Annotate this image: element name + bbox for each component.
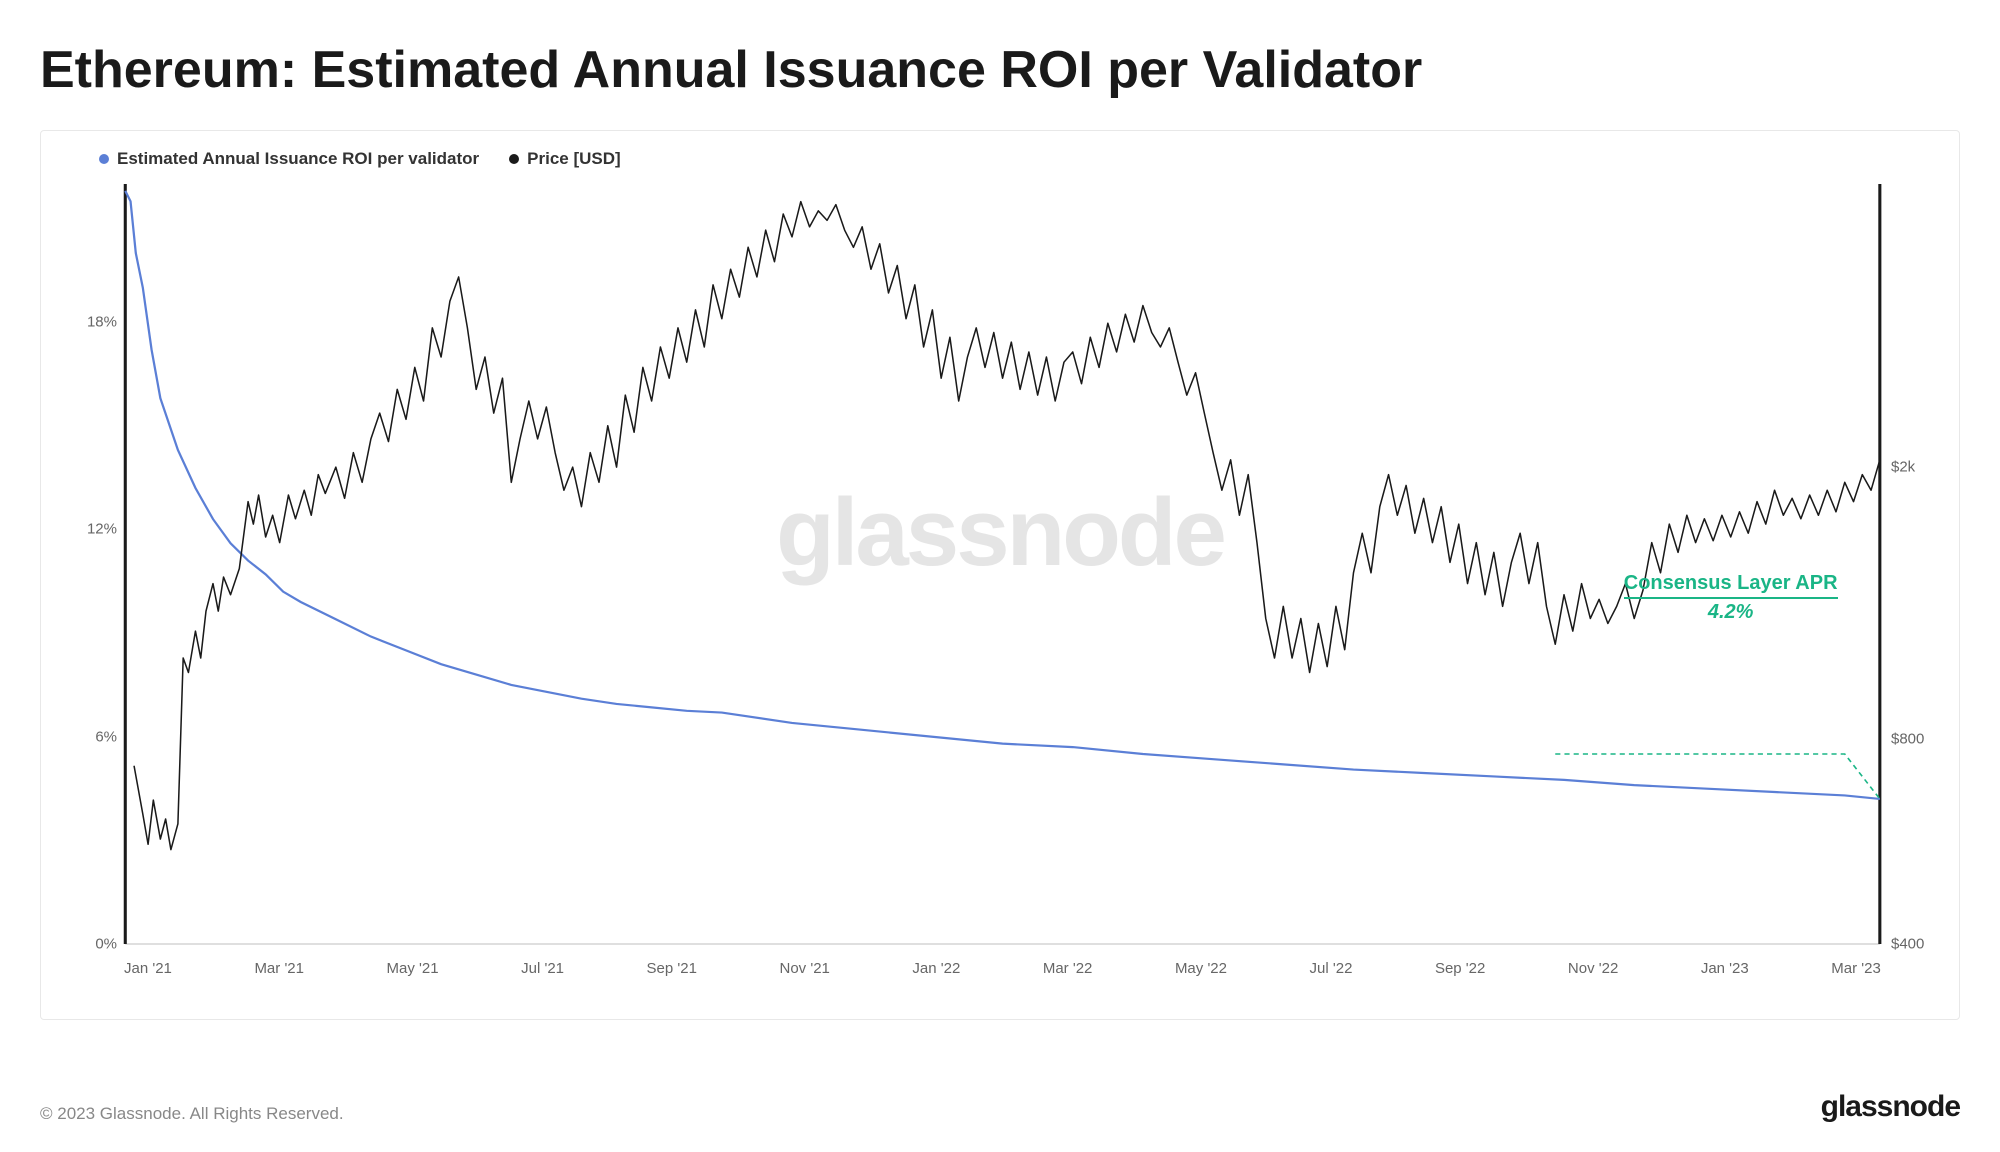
x-axis-labels: Jan '21 Mar '21 May '21 Jul '21 Sep '21 Nov '… [124, 960, 1881, 977]
x-tick: May '22 [1175, 960, 1227, 977]
consensus-apr-annotation: Consensus Layer APR 4.2% [1624, 572, 1838, 624]
x-tick: Nov '21 [779, 960, 829, 977]
x-tick: Jan '22 [912, 960, 960, 977]
footer: © 2023 Glassnode. All Rights Reserved. g… [40, 1090, 1960, 1124]
y-right-tick: $800 [1891, 730, 1924, 747]
chart-legend: Estimated Annual Issuance ROI per valida… [69, 149, 1931, 169]
x-tick: Jul '21 [521, 960, 564, 977]
y-left-tick: 18% [87, 314, 117, 331]
x-tick: Nov '22 [1568, 960, 1618, 977]
x-tick: Jul '22 [1310, 960, 1353, 977]
x-tick: Sep '22 [1435, 960, 1485, 977]
y-left-tick: 0% [95, 936, 117, 953]
page-title: Ethereum: Estimated Annual Issuance ROI … [40, 40, 1960, 100]
brand-logo: glassnode [1821, 1090, 1960, 1124]
x-tick: Sep '21 [647, 960, 697, 977]
legend-label-price: Price [USD] [527, 149, 621, 169]
legend-label-roi: Estimated Annual Issuance ROI per valida… [117, 149, 479, 169]
annotation-value: 4.2% [1624, 601, 1838, 624]
legend-dot-roi [99, 154, 109, 164]
x-tick: Mar '21 [254, 960, 304, 977]
chart-svg [69, 179, 1931, 949]
y-right-tick: $400 [1891, 936, 1924, 953]
y-left-tick: 12% [87, 521, 117, 538]
x-tick: Mar '23 [1831, 960, 1881, 977]
x-tick: Jan '21 [124, 960, 172, 977]
x-tick: Jan '23 [1701, 960, 1749, 977]
x-tick: Mar '22 [1043, 960, 1093, 977]
y-right-tick: $2k [1891, 459, 1915, 476]
legend-item-roi: Estimated Annual Issuance ROI per valida… [99, 149, 479, 169]
plot-area: glassnode 0%6%12%18% $400$800$2k Jan '21… [69, 179, 1931, 949]
legend-item-price: Price [USD] [509, 149, 621, 169]
y-left-tick: 6% [95, 728, 117, 745]
legend-dot-price [509, 154, 519, 164]
copyright-text: © 2023 Glassnode. All Rights Reserved. [40, 1104, 344, 1124]
annotation-title: Consensus Layer APR [1624, 572, 1838, 599]
chart-container: Estimated Annual Issuance ROI per valida… [40, 130, 1960, 1020]
x-tick: May '21 [387, 960, 439, 977]
